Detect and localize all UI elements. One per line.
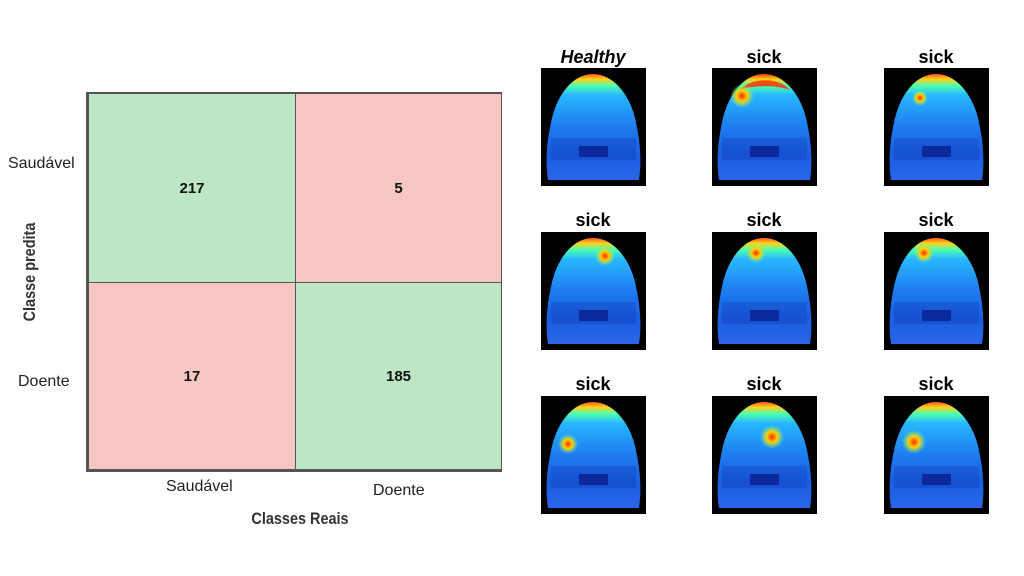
y-tick-label-doente: Doente: [18, 373, 70, 390]
matrix-cell-1-1: 185: [295, 282, 502, 470]
thermogram-image-4: [541, 232, 646, 350]
thumbnail-title-8: sick: [746, 374, 782, 394]
thumbnail-title-2: sick: [746, 47, 782, 67]
confusion-matrix: 217 5 17 185: [86, 92, 502, 472]
x-axis-title: Classes Reais: [251, 509, 349, 528]
thermogram-image-7: [541, 396, 646, 514]
thumbnail-title-4: sick: [575, 210, 611, 230]
thermogram-image-3: [884, 68, 989, 186]
matrix-cell-0-1: 5: [295, 93, 502, 283]
x-tick-label-saudavel: Saudável: [166, 478, 233, 495]
thumbnail-title-6: sick: [918, 210, 954, 230]
thermogram-image-1: [541, 68, 646, 186]
matrix-cell-0-0: 217: [88, 93, 296, 283]
thumbnail-title-9: sick: [918, 374, 954, 394]
y-axis-title: Classe predita: [20, 222, 39, 322]
matrix-value-0-1: 5: [394, 179, 403, 197]
x-tick-label-doente: Doente: [373, 482, 425, 499]
thumbnail-title-5: sick: [746, 210, 782, 230]
thumbnail-title-7: sick: [575, 374, 611, 394]
thermogram-image-6: [884, 232, 989, 350]
thermogram-image-5: [712, 232, 817, 350]
y-tick-label-saudavel: Saudável: [8, 155, 75, 172]
matrix-value-1-0: 17: [183, 367, 201, 385]
thumbnail-title-3: sick: [918, 47, 954, 67]
matrix-cell-1-0: 17: [88, 282, 296, 470]
thermogram-image-2: [712, 68, 817, 186]
thermogram-image-9: [884, 396, 989, 514]
thermogram-image-8: [712, 396, 817, 514]
matrix-value-0-0: 217: [179, 179, 205, 197]
matrix-value-1-1: 185: [385, 367, 412, 385]
thumbnail-title-1: Healthy: [560, 47, 626, 67]
